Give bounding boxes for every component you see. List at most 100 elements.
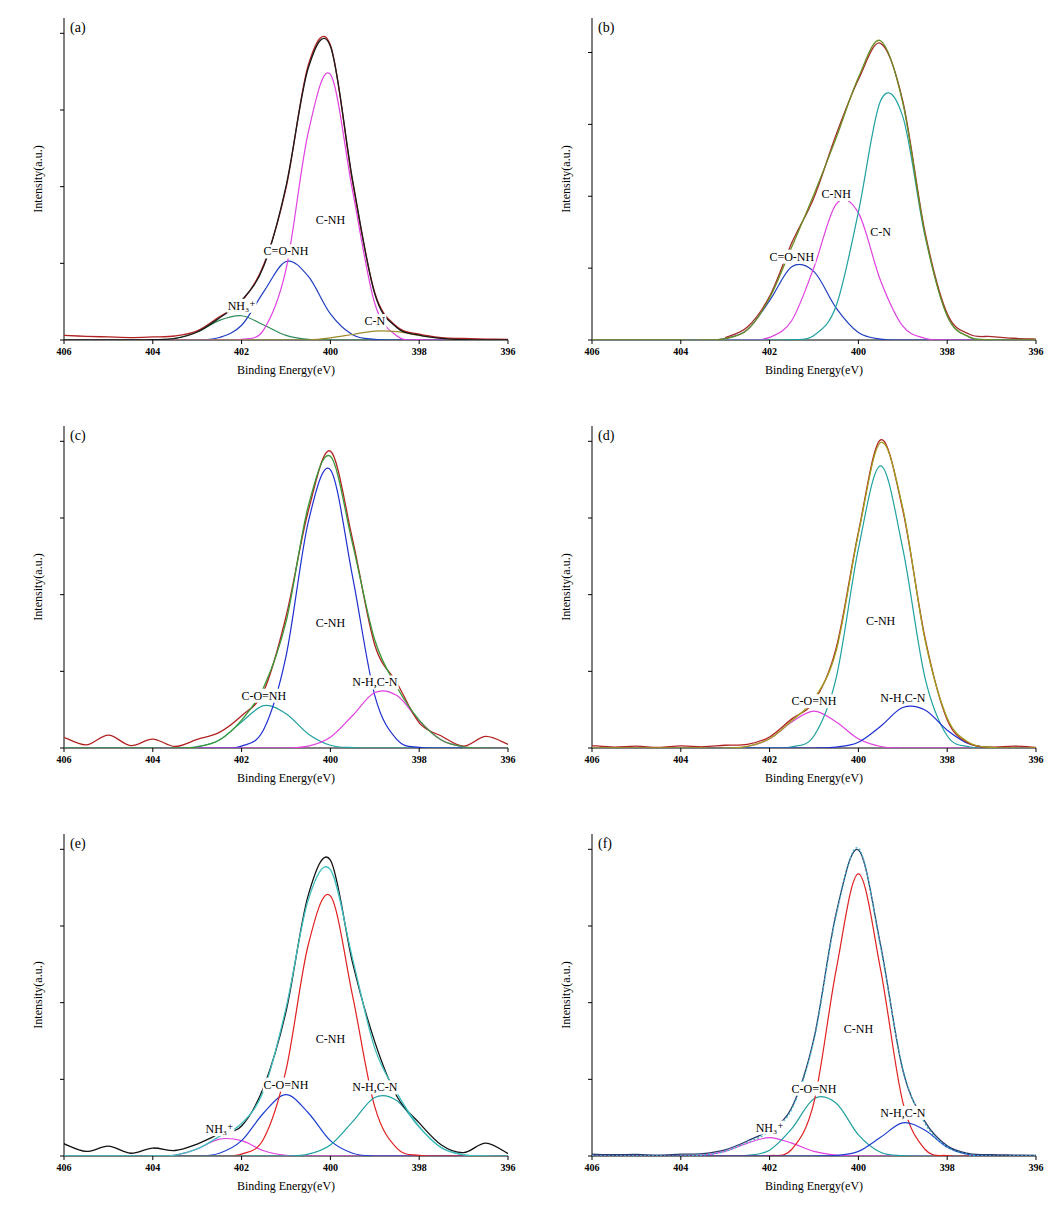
x-tick	[508, 340, 509, 344]
plot-area	[64, 857, 508, 1156]
y-axis	[64, 834, 65, 1156]
y-tick	[60, 748, 64, 749]
panel-letter: (e)	[70, 836, 86, 852]
y-tick	[60, 926, 64, 927]
x-tick-label: 398	[940, 754, 955, 765]
label-patch	[879, 1106, 926, 1120]
label-patch	[791, 694, 838, 708]
x-tick	[419, 1156, 420, 1160]
label-patch	[791, 1082, 838, 1096]
spectrum-line	[592, 442, 1036, 748]
x-tick-label: 404	[673, 1162, 688, 1173]
x-tick-label: 400	[323, 754, 338, 765]
x-axis-title: Binding Energy(eV)	[765, 363, 863, 377]
label-patch	[315, 616, 347, 630]
label-patch	[755, 1121, 785, 1135]
x-tick	[769, 340, 770, 344]
x-tick	[769, 1156, 770, 1160]
x-tick	[64, 340, 65, 344]
peak-label: N-H,C-N	[352, 1080, 397, 1094]
label-patch	[869, 225, 892, 239]
x-tick-label: 404	[673, 754, 688, 765]
peak-label: NH₃⁺	[756, 1121, 784, 1135]
y-tick	[60, 849, 64, 850]
label-patch	[351, 675, 398, 689]
x-tick	[592, 748, 593, 752]
y-tick	[60, 340, 64, 341]
peak-label: C-NH	[822, 187, 852, 201]
x-tick-label: 398	[412, 1162, 427, 1173]
panel-letter: (a)	[70, 20, 86, 36]
spectrum-line	[64, 451, 508, 747]
x-tick	[858, 748, 859, 752]
x-tick-label: 406	[585, 1162, 600, 1173]
panel: 406404402400398396Binding Energy(eV)Inte…	[559, 834, 1044, 1193]
x-tick	[419, 748, 420, 752]
x-tick-label: 400	[851, 754, 866, 765]
spectrum-line	[64, 38, 508, 340]
panel-letter: (d)	[598, 428, 615, 444]
y-tick	[60, 1156, 64, 1157]
spectrum-line	[592, 440, 1036, 748]
component-line	[64, 894, 508, 1156]
y-axis	[592, 834, 593, 1156]
x-axis-title: Binding Energy(eV)	[765, 771, 863, 785]
x-tick	[947, 340, 948, 344]
y-axis-title: Intensity(a.u.)	[559, 961, 573, 1028]
y-axis-title: Intensity(a.u.)	[559, 145, 573, 212]
x-tick-label: 402	[234, 346, 249, 357]
component-line	[64, 316, 508, 340]
x-tick-label: 404	[145, 346, 160, 357]
peak-label: C-O=NH	[264, 1078, 309, 1092]
x-tick-label: 404	[145, 1162, 160, 1173]
y-tick	[588, 196, 592, 197]
component-line	[592, 466, 1036, 748]
x-tick	[592, 340, 593, 344]
x-tick-label: 400	[323, 346, 338, 357]
panel: 406404402400398396Binding Energy(eV)Inte…	[31, 426, 516, 785]
x-tick-label: 406	[585, 754, 600, 765]
y-tick	[588, 1156, 592, 1157]
x-tick-label: 396	[1029, 754, 1044, 765]
x-tick	[241, 1156, 242, 1160]
label-patch	[204, 1122, 234, 1136]
labels: NH₃⁺C-O=NHC-NHN-H,C-N	[755, 1022, 927, 1135]
plot-area	[64, 36, 508, 340]
label-patch	[240, 689, 287, 703]
x-tick	[947, 748, 948, 752]
x-tick	[330, 340, 331, 344]
x-tick	[64, 1156, 65, 1160]
y-tick	[60, 671, 64, 672]
x-tick	[152, 1156, 153, 1160]
x-tick-label: 398	[940, 346, 955, 357]
x-tick-label: 402	[762, 1162, 777, 1173]
x-tick	[947, 1156, 948, 1160]
y-tick	[588, 1079, 592, 1080]
x-tick	[241, 340, 242, 344]
y-axis-title: Intensity(a.u.)	[31, 961, 45, 1028]
x-tick-label: 400	[323, 1162, 338, 1173]
component-line	[592, 874, 1036, 1156]
x-tick-label: 398	[940, 1162, 955, 1173]
x-axis-title: Binding Energy(eV)	[237, 1179, 335, 1193]
label-patch	[843, 1022, 875, 1036]
peak-label: C-NH	[316, 213, 346, 227]
x-tick	[419, 340, 420, 344]
component-line	[592, 706, 1036, 748]
spectrum-line	[592, 40, 1036, 340]
x-tick	[769, 748, 770, 752]
component-line	[592, 264, 1036, 340]
x-tick	[1036, 340, 1037, 344]
label-patch	[351, 1080, 398, 1094]
peak-label: N-H,C-N	[880, 691, 925, 705]
label-patch	[263, 244, 310, 258]
panel-letter: (f)	[598, 836, 612, 852]
x-tick-label: 406	[57, 754, 72, 765]
peak-label: N-H,C-N	[352, 675, 397, 689]
y-tick	[60, 110, 64, 111]
spectrum-line	[592, 848, 1036, 1156]
component-line	[592, 1097, 1036, 1156]
x-tick	[858, 340, 859, 344]
x-tick-label: 396	[501, 1162, 516, 1173]
x-tick-label: 396	[501, 754, 516, 765]
